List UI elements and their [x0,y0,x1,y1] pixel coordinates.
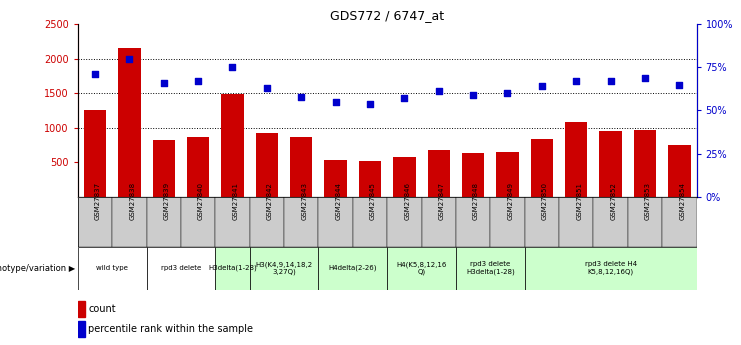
Bar [462,153,485,197]
Bar [256,133,278,197]
Text: GSM27842: GSM27842 [267,182,273,219]
Bar [428,150,450,197]
Text: GSM27840: GSM27840 [198,182,204,220]
Text: rpd3 delete
H3delta(1-28): rpd3 delete H3delta(1-28) [466,262,515,275]
Bar [181,197,216,247]
Text: GSM27838: GSM27838 [130,181,136,220]
Point [502,90,514,96]
Text: GSM27839: GSM27839 [164,181,170,220]
Text: wild type: wild type [96,265,128,271]
Bar [153,140,175,197]
Bar [216,197,250,247]
Text: GSM27845: GSM27845 [370,182,376,219]
Point [467,92,479,98]
Bar [359,161,381,197]
Bar [668,145,691,197]
Bar [216,247,250,290]
Point [330,99,342,105]
Text: GSM27846: GSM27846 [405,182,411,220]
Point [158,80,170,86]
Bar [387,197,422,247]
Point [296,94,308,99]
Bar [496,152,519,197]
Point [433,89,445,94]
Bar [119,48,141,197]
Bar [634,130,656,197]
Text: GSM27841: GSM27841 [233,182,239,220]
Point [536,83,548,89]
Bar [525,197,559,247]
Bar [147,197,181,247]
Bar [78,247,147,290]
Text: GSM27854: GSM27854 [679,182,685,219]
Point [124,56,136,61]
Text: GSM27844: GSM27844 [336,182,342,219]
Text: percentile rank within the sample: percentile rank within the sample [88,324,253,334]
Text: GSM27853: GSM27853 [645,182,651,220]
Point [227,65,239,70]
Bar [222,94,244,197]
Text: H3delta(1-28): H3delta(1-28) [208,265,257,272]
Bar [662,197,697,247]
Bar [78,197,112,247]
Text: count: count [88,304,116,314]
Bar [393,157,416,197]
Point [674,82,685,87]
Point [399,96,411,101]
Text: H4(K5,8,12,16
Q): H4(K5,8,12,16 Q) [396,261,447,275]
Bar [525,247,697,290]
Bar [290,137,313,197]
Point [364,101,376,106]
Point [605,78,617,84]
Text: GSM27850: GSM27850 [542,182,548,220]
Bar [319,197,353,247]
Bar [456,247,525,290]
Bar [284,197,319,247]
Bar [559,197,594,247]
Bar [491,197,525,247]
Bar [187,137,209,197]
Text: GSM27848: GSM27848 [473,182,479,220]
Bar [599,131,622,197]
Text: rpd3 delete H4
K5,8,12,16Q): rpd3 delete H4 K5,8,12,16Q) [585,262,637,275]
Text: rpd3 delete: rpd3 delete [161,265,201,271]
Bar [594,197,628,247]
Bar [319,247,387,290]
Bar [387,247,456,290]
Bar [565,122,588,197]
Text: GSM27837: GSM27837 [95,181,101,220]
Text: GSM27851: GSM27851 [576,182,582,220]
Bar [78,322,85,337]
Bar [422,197,456,247]
Title: GDS772 / 6747_at: GDS772 / 6747_at [330,9,445,22]
Point [192,78,204,84]
Bar [78,301,85,317]
Text: GSM27849: GSM27849 [508,182,514,220]
Bar [250,197,284,247]
Text: genotype/variation ▶: genotype/variation ▶ [0,264,76,273]
Bar [531,139,553,197]
Text: GSM27847: GSM27847 [439,182,445,220]
Bar [84,110,106,197]
Bar [628,197,662,247]
Text: H3(K4,9,14,18,2
3,27Q): H3(K4,9,14,18,2 3,27Q) [256,261,313,275]
Text: GSM27852: GSM27852 [611,182,617,219]
Point [571,78,582,84]
Point [89,71,101,77]
Bar [456,197,491,247]
Bar [147,247,216,290]
Text: H4delta(2-26): H4delta(2-26) [328,265,377,272]
Text: GSM27843: GSM27843 [302,182,308,220]
Bar [112,197,147,247]
Point [261,85,273,91]
Bar [353,197,387,247]
Bar [250,247,319,290]
Bar [325,160,347,197]
Point [639,75,651,80]
